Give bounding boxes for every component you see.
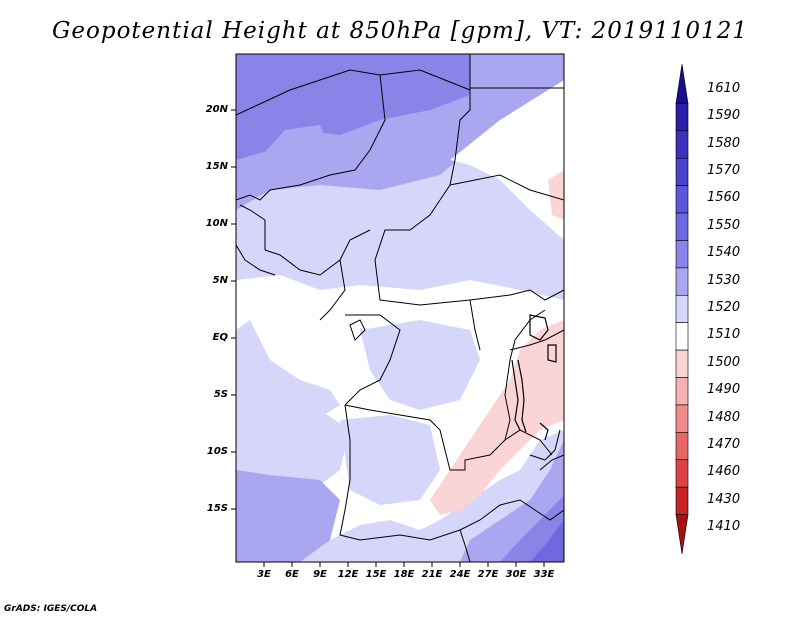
colorbar-label: 1530	[707, 272, 741, 288]
colorbar-swatch	[675, 349, 689, 378]
colorbar-label: 1570	[707, 162, 741, 178]
colorbar-swatch	[675, 240, 689, 269]
colorbar-swatch	[675, 212, 689, 241]
lon-label-9e: 9E	[313, 569, 327, 580]
lon-label-12e: 12E	[337, 569, 359, 580]
colorbar-label: 1490	[707, 382, 741, 398]
colorbar-label: 1520	[707, 300, 741, 315]
colorbar-label: 1590	[707, 108, 741, 124]
colorbar-swatch	[675, 486, 689, 515]
lon-label-6e: 6E	[285, 569, 299, 580]
lat-label-5n: 5N	[212, 275, 228, 286]
colorbar-swatch	[675, 459, 689, 488]
colorbar-swatch	[675, 267, 689, 296]
colorbar-swatch	[675, 322, 689, 351]
colorbar-swatch	[675, 404, 689, 433]
lon-label-21e: 21E	[421, 569, 443, 580]
map-frame	[235, 53, 565, 563]
colorbar	[675, 63, 689, 555]
lon-label-24e: 24E	[449, 569, 471, 580]
colorbar-swatch	[675, 294, 689, 324]
lon-label-30e: 30E	[505, 569, 527, 580]
lon-label-33e: 33E	[533, 569, 555, 580]
lon-label-15e: 15E	[365, 569, 387, 580]
lat-label-20n: 20N	[205, 104, 228, 115]
contour-fill	[236, 54, 564, 562]
lon-label-3e: 3E	[257, 569, 271, 580]
lat-label-5s: 5S	[213, 389, 228, 400]
colorbar-label: 1470	[707, 437, 741, 453]
colorbar-label: 1550	[707, 217, 741, 233]
lat-label-10n: 10N	[205, 218, 228, 229]
colorbar-swatch	[675, 63, 689, 104]
colorbar-swatch	[675, 157, 689, 186]
lat-label-eq: EQ	[212, 332, 228, 343]
colorbar-swatch	[675, 432, 689, 461]
colorbar-label: 1610	[707, 80, 741, 96]
colorbar-label: 1460	[707, 464, 741, 480]
lon-label-18e: 18E	[393, 569, 415, 580]
colorbar-label: 1580	[707, 135, 741, 151]
colorbar-label: 1480	[707, 409, 741, 425]
colorbar-swatch	[675, 514, 689, 555]
colorbar-label: 1500	[707, 354, 741, 370]
footer-credit: GrADS: IGES/COLA	[4, 604, 98, 614]
colorbar-label: 1510	[707, 327, 741, 343]
axis-ticks	[231, 109, 545, 567]
colorbar-label: 1430	[707, 491, 741, 507]
colorbar-swatch	[675, 103, 689, 132]
lat-label-15s: 15S	[206, 503, 228, 514]
colorbar-label: 1410	[707, 519, 741, 535]
country-borders	[236, 54, 564, 562]
colorbar-swatch	[675, 130, 689, 159]
lat-label-15n: 15N	[205, 161, 228, 172]
lakes	[511, 314, 557, 441]
colorbar-swatch	[675, 377, 689, 406]
lon-label-27e: 27E	[477, 569, 499, 580]
colorbar-swatch	[675, 185, 689, 214]
map-title: Geopotential Height at 850hPa [gpm], VT:…	[52, 18, 748, 44]
colorbar-label: 1560	[707, 190, 741, 206]
lat-label-10s: 10S	[206, 446, 228, 457]
colorbar-label: 1540	[707, 245, 741, 261]
